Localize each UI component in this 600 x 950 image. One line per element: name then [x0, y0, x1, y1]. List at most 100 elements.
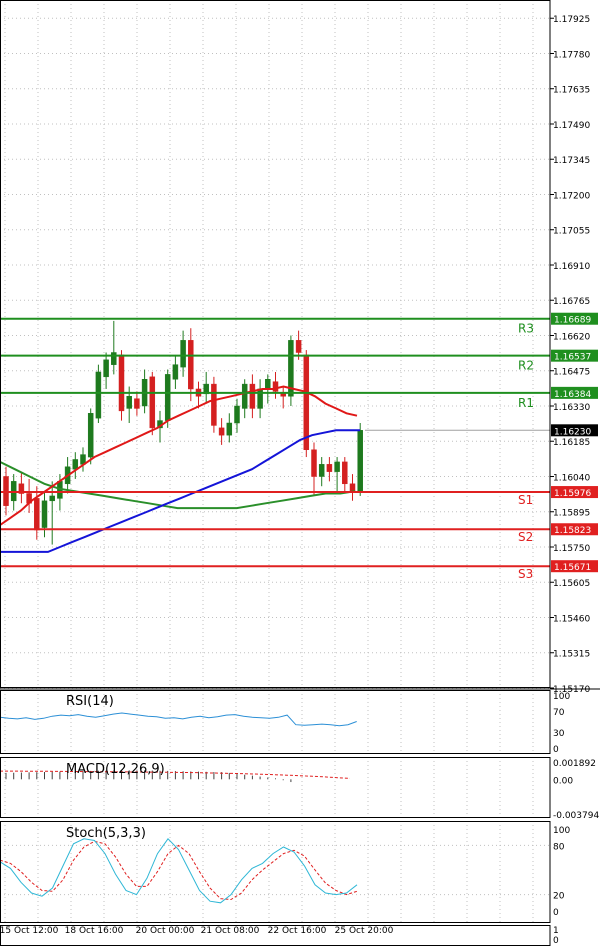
macd-tick-label: 0.001892	[553, 759, 596, 769]
candle-body	[334, 461, 340, 472]
empty-tick-label: 0	[553, 936, 559, 946]
candle-body	[172, 364, 179, 380]
macd-tick-label: -0.003794	[553, 811, 599, 821]
candle-body	[226, 422, 233, 436]
price-tick-label: 1.16330	[553, 403, 590, 413]
price-tick-label: 1.16040	[553, 473, 590, 483]
level-price-tag	[551, 349, 598, 362]
candle-body	[218, 427, 225, 436]
level-name-r1: R1	[518, 396, 534, 410]
price-tick-label: 1.15315	[553, 650, 590, 660]
rsi-tick-label: 100	[553, 692, 570, 702]
candle-body	[149, 376, 156, 429]
candle-body	[326, 464, 333, 472]
candle-body	[303, 354, 310, 451]
time-tick-label: 25 Oct 20:00	[335, 926, 394, 936]
candle-body	[211, 383, 217, 426]
candle-body	[72, 459, 79, 470]
level-price-label: 1.15976	[554, 489, 591, 499]
time-tick-label: 22 Oct 16:00	[268, 926, 327, 936]
macd-tick-label: 0.00	[553, 776, 573, 786]
candle-body	[288, 340, 294, 397]
candle-body	[111, 352, 117, 365]
current-price-tag	[551, 424, 598, 437]
price-tick-label: 1.17635	[553, 86, 590, 96]
candle-body	[357, 430, 363, 492]
candle-body	[49, 495, 55, 502]
price-tick-label: 1.16620	[553, 332, 590, 342]
candle-body	[272, 381, 279, 392]
rsi-tick-label: 70	[553, 708, 565, 718]
candle-body	[318, 464, 325, 477]
current-price-label: 1.16230	[554, 427, 591, 437]
price-tick-label: 1.17925	[553, 15, 590, 25]
level-price-tag	[551, 560, 598, 573]
macd-title: MACD(12,26,9)	[66, 762, 165, 777]
candle-body	[249, 383, 256, 409]
stoch-tick-label: 80	[553, 842, 565, 852]
price-tick-label: 1.16475	[553, 368, 590, 378]
candle-body	[280, 393, 286, 397]
level-price-tag	[551, 312, 598, 325]
level-name-s2: S2	[518, 530, 533, 544]
moving-average-green	[0, 461, 356, 510]
candle-body	[41, 500, 48, 528]
price-tick-label: 1.17490	[553, 121, 590, 131]
candle-body	[180, 340, 186, 368]
grid-layer	[0, 0, 550, 923]
candle-body	[349, 483, 356, 492]
price-tick-label: 1.16910	[553, 262, 590, 272]
price-tick-label: 1.15750	[553, 544, 590, 554]
price-tick-label: 1.15460	[553, 614, 590, 624]
candle-body	[311, 449, 317, 477]
rsi-line	[0, 712, 357, 727]
level-price-tag	[551, 386, 598, 399]
axis-layer: 1.17925 1.17780 1.17635 1.17490 1.17345 1.172…	[0, 15, 599, 946]
level-name-s3: S3	[518, 567, 533, 581]
stoch-signal-line	[0, 840, 358, 901]
moving-average-blue	[0, 429, 360, 553]
rsi-tick-label: 30	[553, 729, 565, 739]
level-price-label: 1.16537	[554, 353, 591, 363]
candle-body	[95, 371, 102, 419]
time-tick-label: 20 Oct 00:00	[136, 926, 195, 936]
candle-body	[342, 461, 348, 485]
candle-body	[103, 359, 109, 378]
candle-body	[295, 340, 302, 353]
panel-frame-macd	[0, 757, 551, 818]
level-price-label: 1.16689	[554, 316, 591, 326]
candle-body	[87, 413, 94, 458]
price-tick-label: 1.17200	[553, 191, 590, 201]
candle-body	[164, 374, 171, 421]
level-name-r2: R2	[518, 359, 534, 373]
empty-tick-label: 1	[553, 926, 559, 936]
candle-body	[126, 396, 132, 409]
stoch-title: Stoch(5,3,3)	[66, 826, 146, 841]
price-tick-label: 1.16765	[553, 297, 590, 307]
panel-frame-rsi	[0, 690, 551, 754]
moving-average-red	[0, 385, 358, 526]
candle-body	[34, 498, 40, 531]
candle-body	[241, 383, 248, 409]
price-tick-label: 1.17055	[553, 227, 590, 237]
price-tick-label: 1.15170	[553, 685, 590, 695]
price-tick-label: 1.16185	[553, 438, 590, 448]
candle-body	[188, 340, 194, 390]
stoch-main-line	[0, 838, 358, 904]
candle-body	[234, 405, 240, 424]
time-tick-label: 21 Oct 08:00	[201, 926, 260, 936]
macd-signal-line	[0, 770, 351, 779]
candle-body	[118, 354, 125, 412]
level-price-label: 1.15671	[554, 563, 591, 573]
level-price-tag	[551, 486, 598, 499]
price-tick-label: 1.17780	[553, 50, 590, 60]
candle-body	[265, 379, 271, 390]
time-tick-label: 15 Oct 12:00	[0, 926, 59, 936]
panel-frame-stoch	[0, 821, 551, 923]
level-price-label: 1.15823	[554, 526, 591, 536]
stoch-tick-label: 100	[553, 826, 570, 836]
